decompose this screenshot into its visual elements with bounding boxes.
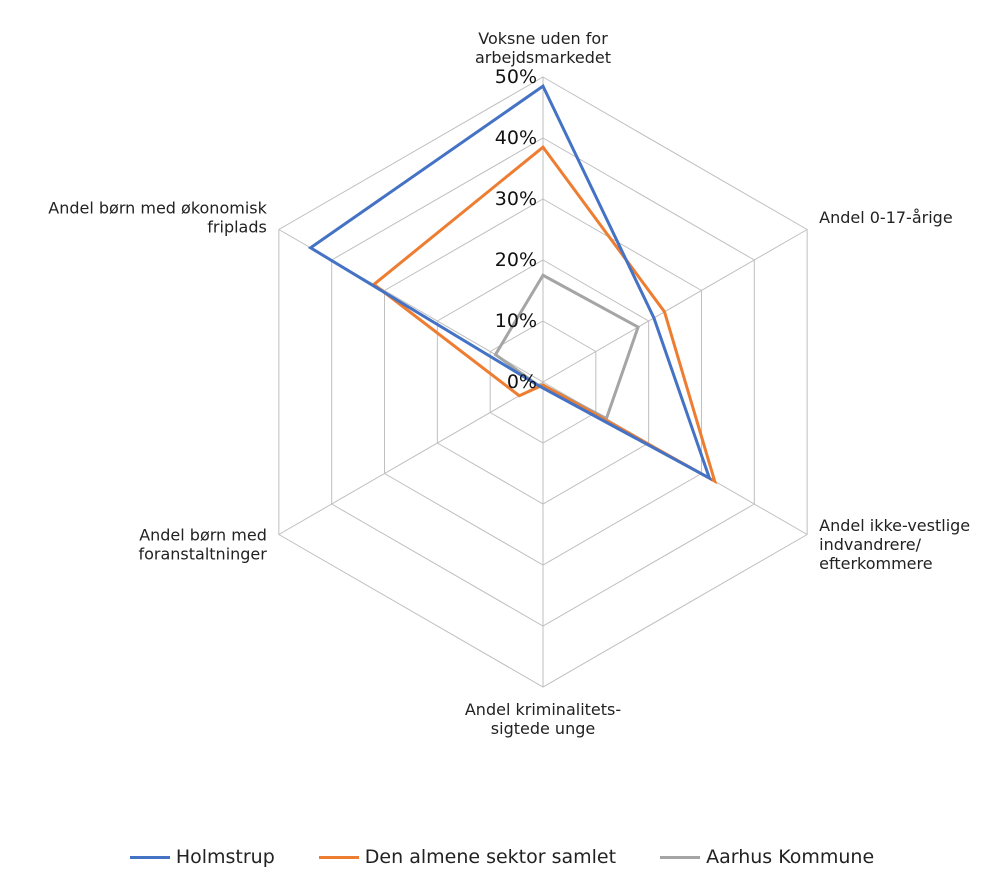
axis-label-line: sigtede unge [491,719,595,738]
tick-label: 50% [495,66,537,88]
radial-tick-labels: 0% 10% 20% 30% 40% 50% [495,66,537,393]
legend-swatch [129,855,170,859]
tick-label: 30% [495,188,537,210]
series-line-holmstrup [307,83,713,482]
axis-label-line: Andel børn med økonomisk [48,199,267,218]
axis-label-line: Andel børn med [139,526,267,545]
axis-spoke [278,381,544,535]
axis-label-line: Andel ikke-vestlige [819,516,970,535]
legend-swatch [660,855,701,859]
axis-label-line: indvandrere/ [819,535,921,554]
axis-label-line: friplads [207,218,267,237]
axis-label-line: efterkommere [819,554,932,573]
axis-label: Voksne uden for arbejdsmarkedet [475,29,611,67]
radar-series [307,83,718,485]
axis-label-line: Andel kriminalitets- [465,700,621,719]
axis-label: Andel kriminalitets-sigtede unge [465,700,621,738]
axis-label: Andel børn med foranstaltninger [138,526,267,564]
tick-label: 10% [495,310,537,332]
legend-item: Aarhus Kommune [660,846,874,868]
legend-item: Den almene sektor samlet [318,846,617,868]
axis-label: Andel ikke-vestlige indvandrere/efterkomm… [819,516,970,573]
legend-label: Aarhus Kommune [706,846,875,868]
axis-label-line: Voksne uden for [478,29,608,48]
axis-label-line: arbejdsmarkedet [475,48,611,67]
axis-label: Andel 0-17-årige [819,208,953,227]
legend-item: Holmstrup [129,846,275,868]
axis-spoke [542,229,808,383]
tick-label: 0% [507,371,537,393]
axis-labels: Voksne uden for arbejdsmarkedet Andel 0-17… [48,29,970,738]
axis-label: Andel børn med økonomisk friplads [48,199,267,237]
tick-label: 40% [495,127,537,149]
legend: Holmstrup Den almene sektor samlet Aarhus … [0,846,1004,868]
radar-grid [278,76,808,688]
legend-label: Holmstrup [175,846,275,868]
axis-label-line: Andel 0-17-årige [819,208,953,227]
legend-label: Den almene sektor samlet [364,846,617,868]
axis-label-line: foranstaltninger [138,545,267,564]
legend-swatch [318,855,359,859]
tick-label: 20% [495,249,537,271]
